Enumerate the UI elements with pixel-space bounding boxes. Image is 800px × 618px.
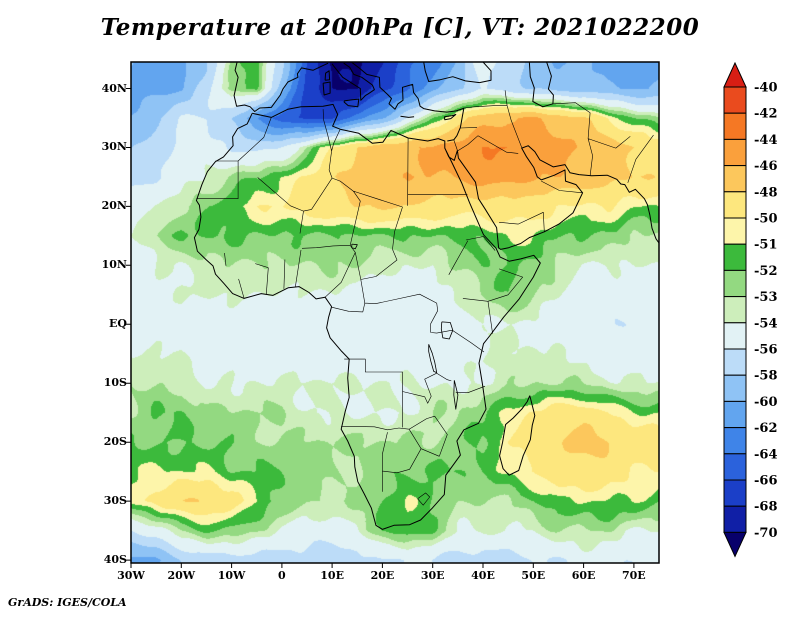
colorbar-box [723, 453, 747, 481]
colorbar-level-label: -62 [754, 421, 778, 436]
colorbar-level-label: -60 [754, 395, 778, 410]
colorbar-level-label: -64 [754, 447, 778, 462]
colorbar-box [723, 86, 747, 114]
colorbar-box [723, 322, 747, 350]
lat-tick-label: 30N [101, 140, 127, 154]
colorbar-bottom-arrow [723, 531, 747, 558]
map-frame [130, 61, 660, 564]
colorbar-box [723, 217, 747, 245]
lat-tick-label: 20N [101, 199, 127, 213]
colorbar-level-label: -51 [754, 238, 778, 253]
colorbar-box [723, 348, 747, 376]
temperature-field-canvas [131, 62, 659, 563]
lat-tick-label: 40S [103, 553, 127, 567]
colorbar-box [723, 191, 747, 219]
colorbar-level-label: -70 [754, 526, 778, 541]
colorbar-level-label: -44 [754, 133, 778, 148]
colorbar-box [723, 138, 747, 167]
colorbar-level-label: -52 [754, 264, 778, 279]
lat-tick-label: 40N [101, 81, 127, 95]
colorbar-box [723, 427, 747, 455]
lat-tick-label: EQ [109, 317, 127, 331]
colorbar-level-label: -53 [754, 290, 778, 305]
border-layer [196, 90, 654, 506]
colorbar: -40 -42 -44 -46 -48 -50 -51 -52 -53 -54 -56 -58 -60 -… [723, 62, 778, 558]
colorbar-level-label: -48 [754, 185, 778, 200]
credit-text: GrADS: IGES/COLA [8, 596, 127, 609]
colorbar-box [723, 296, 747, 324]
colorbar-level-label: -68 [754, 500, 778, 515]
colorbar-box [723, 479, 747, 507]
colorbar-level-label: -58 [754, 369, 778, 384]
colorbar-level-label: -50 [754, 212, 778, 227]
colorbar-level-label: -40 [754, 81, 778, 96]
colorbar-box [723, 505, 747, 533]
colorbar-level-label: -42 [754, 107, 778, 122]
coastline-layer [193, 62, 659, 530]
lat-tick-label: 20S [103, 435, 127, 449]
chart-title: Temperature at 200hPa [C], VT: 202102220… [100, 14, 700, 41]
lat-tick-label: 30S [103, 494, 127, 508]
colorbar-level-label: -56 [754, 343, 778, 358]
colorbar-box [723, 243, 747, 271]
colorbar-top-arrow [723, 62, 747, 88]
axis-ticks [126, 88, 635, 568]
colorbar-box [723, 400, 747, 429]
colorbar-box [723, 112, 747, 140]
colorbar-level-label: -54 [754, 316, 778, 331]
lat-tick-label: 10S [103, 376, 127, 390]
map-area [126, 61, 660, 568]
colorbar-box [723, 374, 747, 402]
colorbar-level-label: -46 [754, 159, 778, 174]
lake-layer [351, 243, 459, 410]
colorbar-box [723, 165, 747, 193]
lat-tick-label: 10N [101, 258, 127, 272]
colorbar-box [723, 269, 747, 298]
colorbar-level-label: -66 [754, 474, 778, 489]
map-overlay [126, 61, 660, 568]
